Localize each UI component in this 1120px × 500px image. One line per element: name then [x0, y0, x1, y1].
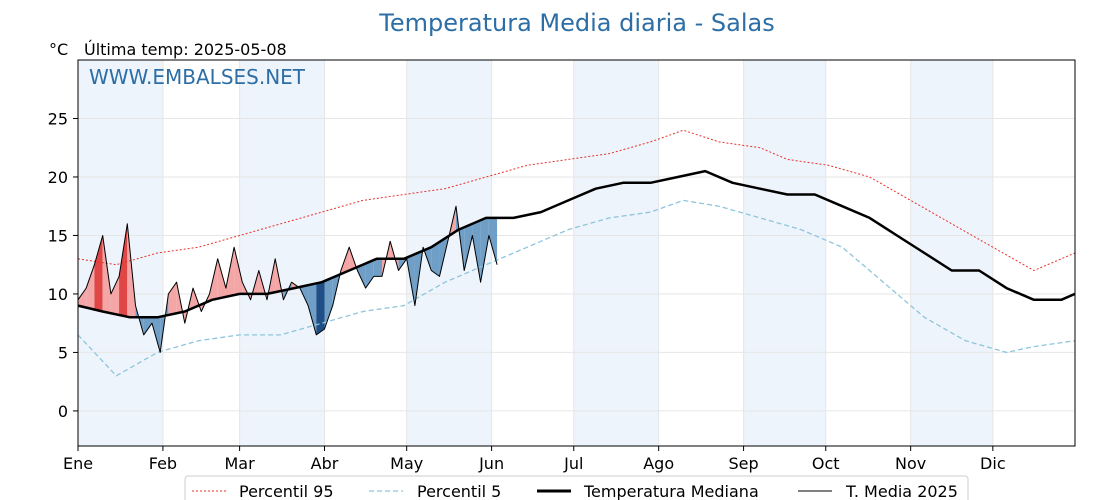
month-shade-Ene — [78, 60, 163, 446]
series-p5-line — [77, 199, 1076, 377]
month-shade-Jul — [573, 60, 659, 446]
anomaly-fill-segment — [324, 277, 333, 330]
x-tick-label: Nov — [895, 454, 926, 473]
y-tick-label: 10 — [48, 285, 68, 304]
legend: Percentil 95 Percentil 5 Temperatura Med… — [184, 475, 969, 500]
legend-box — [184, 475, 969, 500]
plot-background — [78, 60, 993, 446]
unit-label: °C — [49, 40, 68, 59]
anomaly-fill-segment — [464, 223, 473, 271]
anomaly-fill-segment — [365, 260, 374, 289]
anomaly-fill-segment — [110, 276, 120, 315]
legend-label-p95: Percentil 95 — [239, 482, 334, 500]
legend-label-median: Temperatura Mediana — [583, 482, 759, 500]
y-tick-label: 5 — [58, 343, 68, 362]
legend-label-p5: Percentil 5 — [417, 482, 501, 500]
series-p95-line — [77, 129, 1076, 272]
series-lines — [77, 129, 1076, 377]
x-tick-label: Ago — [643, 454, 674, 473]
anomaly-fill-segment — [217, 258, 226, 299]
anomaly-fill-segment — [472, 220, 481, 283]
anomaly-fill-segment — [168, 282, 177, 315]
y-tick-label: 0 — [58, 402, 68, 421]
anomaly-fill-segment — [94, 235, 103, 312]
anomaly-fill-segment — [316, 281, 325, 335]
month-shade-Mar — [239, 60, 325, 446]
anomaly-fill-segment — [143, 317, 152, 335]
x-tick-label: Ene — [63, 454, 93, 473]
anomaly-fill-segment — [431, 241, 440, 277]
month-shade-Sep — [743, 60, 826, 446]
y-tick-label: 20 — [48, 168, 68, 187]
x-tick-label: Abr — [311, 454, 339, 473]
anomaly-fill-segment — [373, 258, 383, 277]
anomaly-fill-segment — [78, 288, 87, 308]
x-tick-label: Oct — [812, 454, 840, 473]
anomaly-fill-segment — [234, 247, 243, 296]
x-tick-label: May — [390, 454, 423, 473]
x-axis: Ene Feb Mar Abr May Jun Jul Ago Sep Oct Nov Dic — [63, 446, 1006, 473]
last-temp-label: Última temp: 2025-05-08 — [84, 40, 287, 59]
x-tick-label: Feb — [149, 454, 177, 473]
y-tick-label: 25 — [48, 109, 68, 128]
anomaly-fill-segment — [357, 263, 366, 289]
anomaly-fill-segment — [102, 235, 111, 314]
anomaly-fill-segment — [119, 223, 128, 317]
anomaly-fill-segment — [308, 283, 317, 335]
plot-frame — [77, 59, 1076, 447]
x-tick-label: Jun — [478, 454, 504, 473]
chart-title: Temperatura Media diaria - Salas — [378, 9, 774, 37]
grid-lines — [78, 60, 1075, 446]
x-tick-label: Jul — [563, 454, 583, 473]
series-current-line — [77, 205, 498, 353]
watermark: WWW.EMBALSES.NET — [89, 65, 306, 89]
y-axis: 0 5 10 15 20 25 — [48, 109, 78, 421]
anomaly-fill-segment — [86, 264, 95, 310]
series-median-line — [77, 169, 1076, 319]
anomaly-fill-segment — [488, 217, 498, 265]
x-tick-label: Mar — [225, 454, 256, 473]
legend-label-current: T. Media 2025 — [845, 482, 958, 500]
x-tick-label: Sep — [729, 454, 759, 473]
y-tick-label: 15 — [48, 226, 68, 245]
x-tick-label: Dic — [980, 454, 1006, 473]
